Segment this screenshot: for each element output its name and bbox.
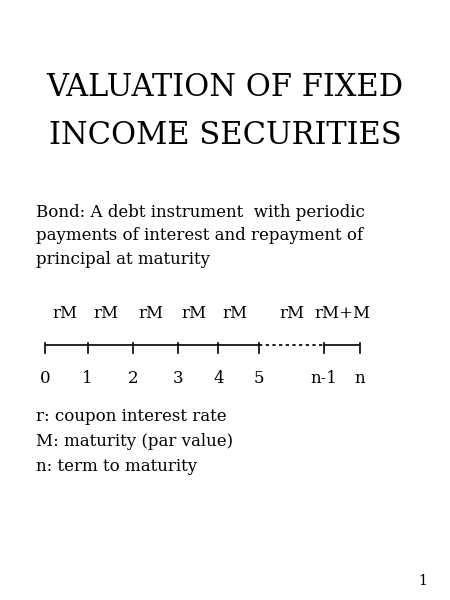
Text: n-1: n-1 [310,370,338,387]
Text: rM: rM [222,305,248,322]
Text: rM: rM [53,305,78,322]
Text: 1: 1 [82,370,93,387]
Text: rM: rM [93,305,118,322]
Text: 1: 1 [418,574,427,588]
Text: VALUATION OF FIXED: VALUATION OF FIXED [46,72,404,103]
Text: rM+M: rM+M [315,305,371,322]
Text: 4: 4 [213,370,224,387]
Text: 5: 5 [253,370,264,387]
Text: rM: rM [138,305,163,322]
Text: 0: 0 [40,370,50,387]
Text: 3: 3 [172,370,183,387]
Text: Bond: A debt instrument  with periodic
payments of interest and repayment of
pri: Bond: A debt instrument with periodic pa… [36,204,365,268]
Text: n: n [355,370,365,387]
Text: rM: rM [181,305,206,322]
Text: rM: rM [279,305,304,322]
Text: r: coupon interest rate
M: maturity (par value)
n: term to maturity: r: coupon interest rate M: maturity (par… [36,408,233,475]
Text: 2: 2 [127,370,138,387]
Text: INCOME SECURITIES: INCOME SECURITIES [49,120,401,151]
